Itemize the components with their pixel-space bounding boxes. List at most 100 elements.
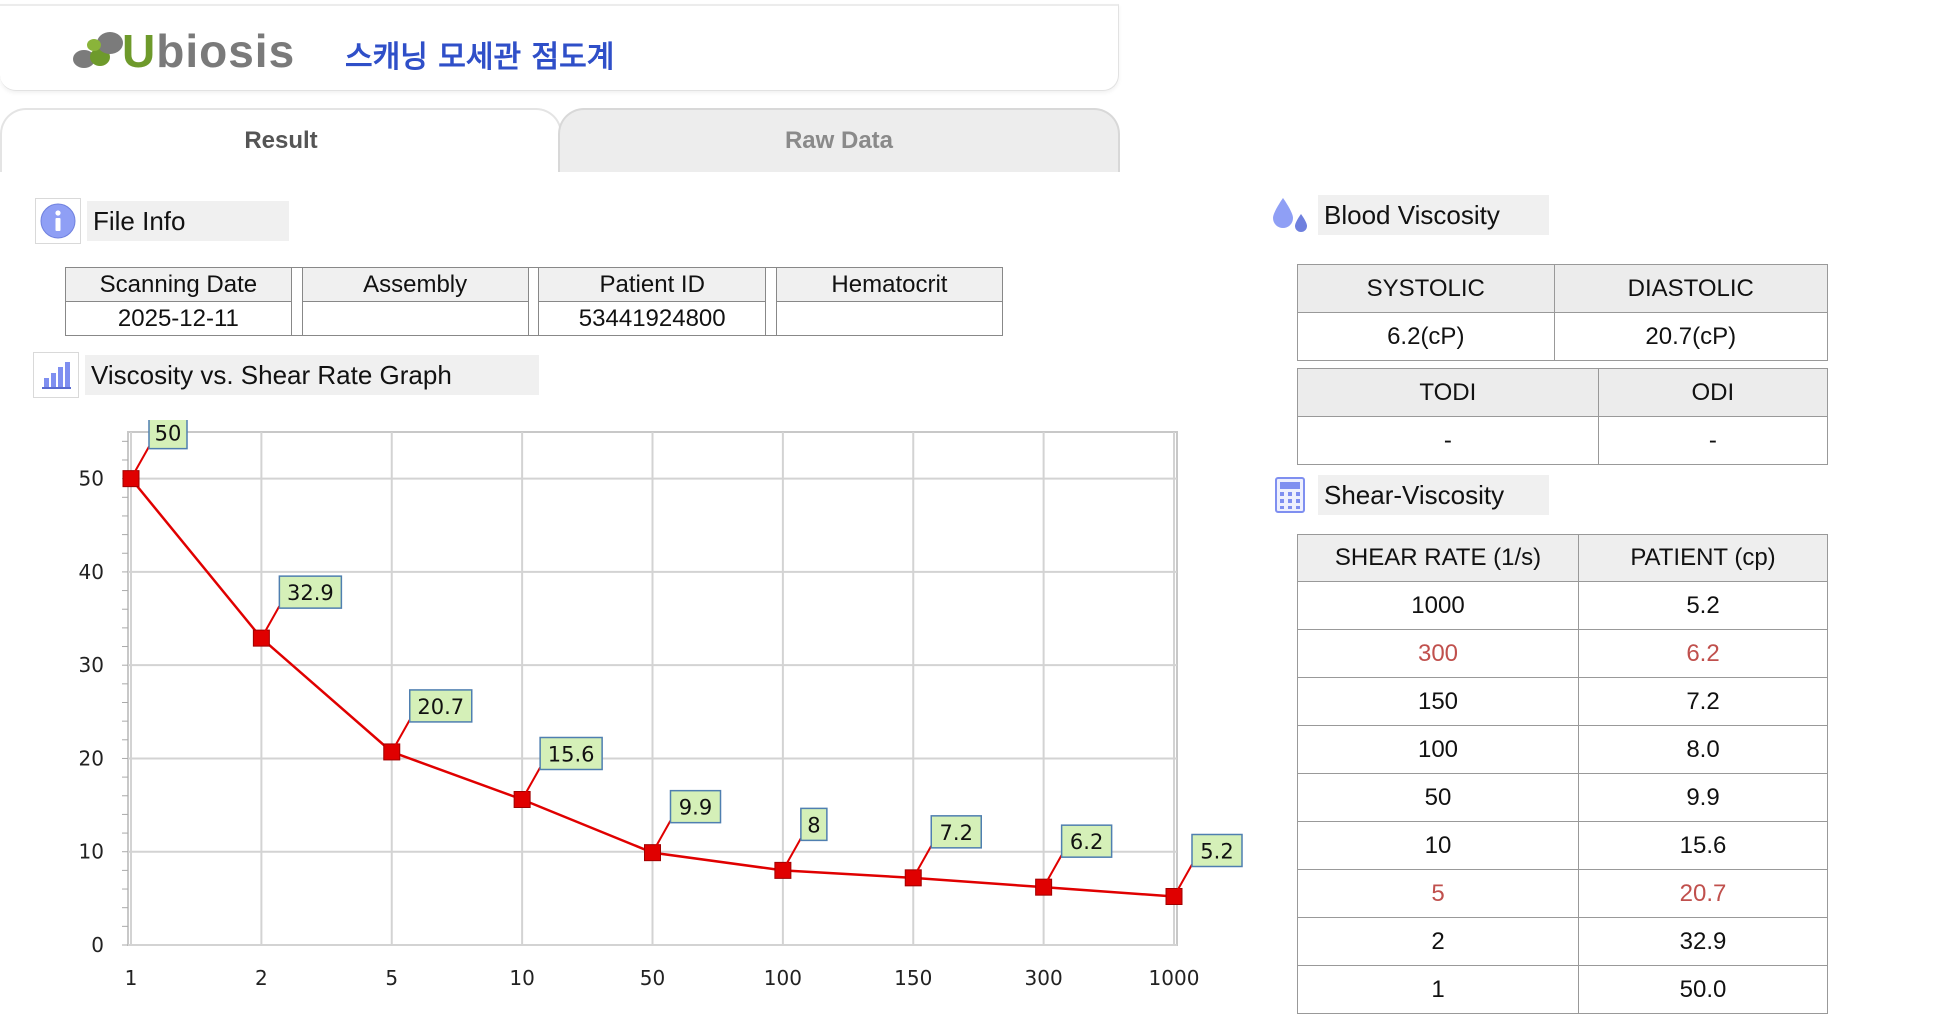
info-icon <box>35 198 81 244</box>
shear-rate-cell: 5 <box>1297 869 1579 918</box>
shear-viscosity-title: Shear-Viscosity <box>1318 475 1549 515</box>
data-label-leader <box>390 719 411 753</box>
shear-rate-cell: 1 <box>1297 965 1579 1014</box>
y-tick-label: 10 <box>79 840 104 864</box>
data-label-box <box>148 420 188 450</box>
file-info-table: Scanning Date Assembly Patient ID Hemato… <box>65 267 1004 336</box>
data-label-leader <box>521 767 541 800</box>
table-row: 1 50.0 <box>1297 965 1828 1014</box>
data-label: 5.2 <box>1200 839 1233 863</box>
patient-viscosity-cell: 15.6 <box>1578 821 1828 870</box>
shear-viscosity-table: SHEAR RATE (1/s) PATIENT (cp) 1000 5.2 300… <box>1297 534 1828 1014</box>
data-label-leader <box>782 837 802 871</box>
data-label-box <box>800 807 828 842</box>
shear-rate-header: SHEAR RATE (1/s) <box>1297 534 1579 582</box>
ubiosis-logo: Ubiosis <box>70 25 296 77</box>
patient-viscosity-cell: 6.2 <box>1578 629 1828 678</box>
shear-rate-cell: 10 <box>1297 821 1579 870</box>
spacer <box>291 267 303 302</box>
shear-viscosity-rows: 1000 5.2 300 6.2 150 7.2 100 8.0 50 9.9 10 15.6 5 20.… <box>1297 581 1828 1014</box>
data-point <box>644 844 661 862</box>
col-assembly: Assembly <box>301 267 529 302</box>
tab-result[interactable]: Result <box>0 108 562 172</box>
table-row: 5 20.7 <box>1297 869 1828 918</box>
viscosity-shear-chart: 1 2 5 10 50 100 150 300 1000 0 10 20 30 40 50 50 32.9 20.… <box>79 420 1243 990</box>
diastolic-header: DIASTOLIC <box>1553 264 1829 313</box>
tab-raw-data[interactable]: Raw Data <box>558 108 1120 172</box>
shear-rate-cell: 50 <box>1297 773 1579 822</box>
y-tick-label: 0 <box>91 933 104 957</box>
odi-table: TODI ODI - - <box>1297 368 1829 465</box>
patient-viscosity-cell: 8.0 <box>1578 725 1828 774</box>
graph-title: Viscosity vs. Shear Rate Graph <box>85 355 539 395</box>
patient-viscosity-cell: 20.7 <box>1578 869 1828 918</box>
blood-drop-icon <box>1268 193 1312 237</box>
file-info-section: File Info <box>35 198 289 244</box>
todi-value: - <box>1297 416 1599 465</box>
assembly-value <box>301 301 529 336</box>
patient-viscosity-cell: 9.9 <box>1578 773 1828 822</box>
data-label-leader <box>1042 854 1063 888</box>
x-tick-label: 150 <box>894 966 932 990</box>
y-tick-label: 30 <box>79 653 104 677</box>
spacer <box>528 267 539 302</box>
spacer <box>291 302 302 336</box>
patient-viscosity-cell: 50.0 <box>1578 965 1828 1014</box>
scanning-date-value: 2025-12-11 <box>65 301 292 336</box>
table-row: 150 7.2 <box>1297 677 1828 726</box>
table-row: 1000 5.2 <box>1297 581 1828 630</box>
col-patient-id: Patient ID <box>538 267 767 302</box>
data-label-leader <box>260 605 281 639</box>
logo-mark-icon <box>73 32 123 68</box>
data-label-leader <box>130 446 150 480</box>
data-label-box <box>539 736 603 771</box>
table-row: 2 32.9 <box>1297 917 1828 966</box>
bar-chart-icon <box>33 352 79 398</box>
col-scanning-date: Scanning Date <box>65 267 292 302</box>
data-label: 7.2 <box>940 821 973 845</box>
x-tick-label: 100 <box>764 966 802 990</box>
data-label-box <box>1191 833 1243 868</box>
data-label-box <box>669 789 722 824</box>
hematocrit-value <box>775 301 1004 336</box>
calculator-icon <box>1268 473 1312 517</box>
app-header: Ubiosis 스캐닝 모세관 점도계 <box>0 4 1119 91</box>
data-label-box <box>409 689 473 723</box>
x-tick-label: 10 <box>509 966 534 990</box>
data-label: 15.6 <box>548 742 595 766</box>
x-tick-label: 2 <box>255 966 268 990</box>
patient-id-value: 53441924800 <box>538 301 767 336</box>
table-row: 50 9.9 <box>1297 773 1828 822</box>
shear-viscosity-section: Shear-Viscosity <box>1268 473 1549 517</box>
data-label: 32.9 <box>287 581 334 605</box>
blood-viscosity-title: Blood Viscosity <box>1318 195 1549 235</box>
data-label: 8 <box>807 813 820 837</box>
table-row: 10 15.6 <box>1297 821 1828 870</box>
logo-text: Ubiosis <box>122 25 296 77</box>
patient-header: PATIENT (cp) <box>1578 534 1828 582</box>
table-row: 100 8.0 <box>1297 725 1828 774</box>
y-tick-label: 40 <box>79 560 104 584</box>
app-title: 스캐닝 모세관 점도계 <box>345 40 615 75</box>
patient-viscosity-cell: 32.9 <box>1578 917 1828 966</box>
odi-value: - <box>1597 416 1829 465</box>
data-label: 50 <box>155 422 182 446</box>
spacer <box>765 267 777 302</box>
blood-viscosity-section: Blood Viscosity <box>1268 193 1549 237</box>
patient-viscosity-cell: 5.2 <box>1578 581 1828 630</box>
spacer <box>528 302 539 336</box>
data-label: 9.9 <box>679 796 712 820</box>
odi-header: ODI <box>1597 368 1829 417</box>
y-tick-label: 50 <box>79 467 104 491</box>
data-label-leader <box>912 845 933 879</box>
x-tick-label: 300 <box>1025 966 1063 990</box>
x-tick-label: 1000 <box>1149 966 1200 990</box>
data-label-box <box>1060 824 1113 858</box>
data-label: 20.7 <box>417 695 464 719</box>
x-tick-label: 5 <box>385 966 398 990</box>
shear-rate-cell: 100 <box>1297 725 1579 774</box>
systolic-value: 6.2(cP) <box>1297 312 1555 361</box>
data-label-leader <box>651 820 672 854</box>
x-tick-label: 1 <box>125 966 138 990</box>
y-tick-label: 20 <box>79 746 104 770</box>
